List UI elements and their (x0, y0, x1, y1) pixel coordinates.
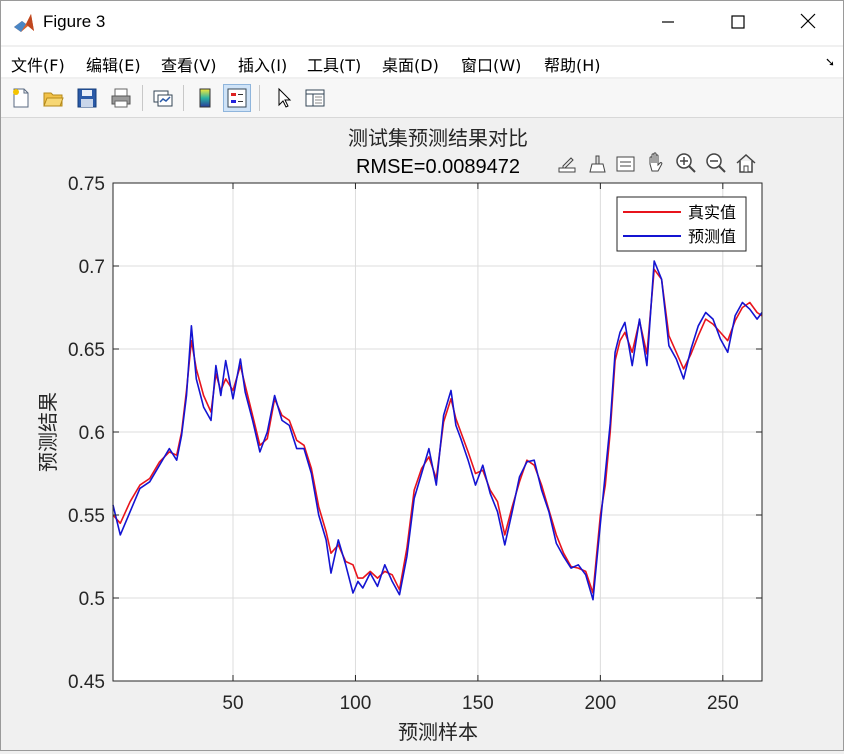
menu-tools[interactable]: 工具(T) (307, 56, 362, 75)
y-tick-label: 0.55 (68, 506, 105, 527)
chart-title: 测试集预测结果对比 (348, 126, 528, 150)
menu-bar: 文件(F) 编辑(E) 查看(V) 插入(I) 工具(T) 桌面(D) 窗口(W… (1, 47, 843, 77)
x-axis-label: 预测样本 (398, 720, 478, 744)
edit-plot-icon[interactable] (269, 84, 297, 112)
y-tick-label: 0.7 (79, 257, 105, 278)
axes[interactable]: 50 100 150 200 250 0.45 0.5 0.55 0.6 0.65 0.7 0.75 测… (36, 126, 763, 744)
line-chart: 50 100 150 200 250 0.45 0.5 0.55 0.6 0.65 0.7 0.75 测… (36, 126, 763, 744)
toolbar-separator (259, 85, 260, 111)
menu-edit[interactable]: 编辑(E) (86, 56, 141, 75)
y-axis-label: 预测结果 (36, 392, 60, 472)
brush-icon[interactable] (589, 155, 606, 173)
y-tick-label: 0.6 (79, 423, 105, 444)
menu-window[interactable]: 窗口(W) (461, 56, 522, 75)
property-inspector-icon[interactable] (301, 84, 329, 112)
open-file-icon[interactable] (39, 84, 67, 112)
y-tick-label: 0.45 (68, 672, 105, 693)
x-tick-label: 200 (585, 693, 617, 714)
axes-toolbar (558, 152, 756, 173)
y-tick-label: 0.5 (79, 589, 105, 610)
chart-subtitle: RMSE=0.0089472 (356, 156, 520, 178)
toolbar-separator (183, 85, 184, 111)
zoom-in-icon[interactable] (676, 153, 696, 173)
colorbar-icon[interactable] (191, 84, 219, 112)
link-plot-icon[interactable] (149, 84, 177, 112)
x-tick-label: 50 (222, 693, 243, 714)
home-icon[interactable] (736, 153, 756, 173)
matlab-logo-icon (13, 12, 35, 34)
zoom-out-icon[interactable] (706, 153, 726, 173)
toolbar-separator (142, 85, 143, 111)
dock-arrow-icon[interactable]: ➘ (824, 55, 835, 69)
new-figure-icon[interactable] (7, 84, 35, 112)
close-icon (800, 13, 816, 33)
legend-box (616, 196, 747, 252)
close-button[interactable] (773, 1, 843, 45)
legend-icon[interactable] (223, 84, 251, 112)
title-bar[interactable]: Figure 3 (1, 1, 843, 45)
figure-canvas: 50 100 150 200 250 0.45 0.5 0.55 0.6 0.65 0.7 0.75 测… (1, 118, 843, 750)
export-icon[interactable] (558, 157, 576, 173)
minimize-icon (661, 14, 675, 33)
menu-file[interactable]: 文件(F) (11, 56, 65, 75)
menu-view[interactable]: 查看(V) (161, 56, 217, 75)
menu-help[interactable]: 帮助(H) (544, 56, 601, 75)
y-tick-label: 0.65 (68, 340, 105, 361)
x-tick-label: 250 (707, 693, 739, 714)
legend-label: 预测值 (688, 227, 736, 246)
window-title: Figure 3 (43, 12, 106, 31)
print-icon[interactable] (107, 84, 135, 112)
save-icon[interactable] (73, 84, 101, 112)
x-tick-label: 100 (340, 693, 372, 714)
maximize-icon (731, 14, 745, 33)
pan-icon[interactable] (649, 152, 663, 172)
maximize-button[interactable] (703, 1, 773, 45)
figure-toolbar (1, 79, 843, 118)
menu-insert[interactable]: 插入(I) (238, 56, 288, 75)
menu-desktop[interactable]: 桌面(D) (382, 56, 439, 75)
data-tips-icon[interactable] (616, 156, 635, 172)
minimize-button[interactable] (633, 1, 703, 45)
series-line-pred (112, 260, 763, 601)
y-tick-label: 0.75 (68, 174, 105, 195)
legend-label: 真实值 (688, 203, 736, 222)
x-tick-label: 150 (462, 693, 494, 714)
